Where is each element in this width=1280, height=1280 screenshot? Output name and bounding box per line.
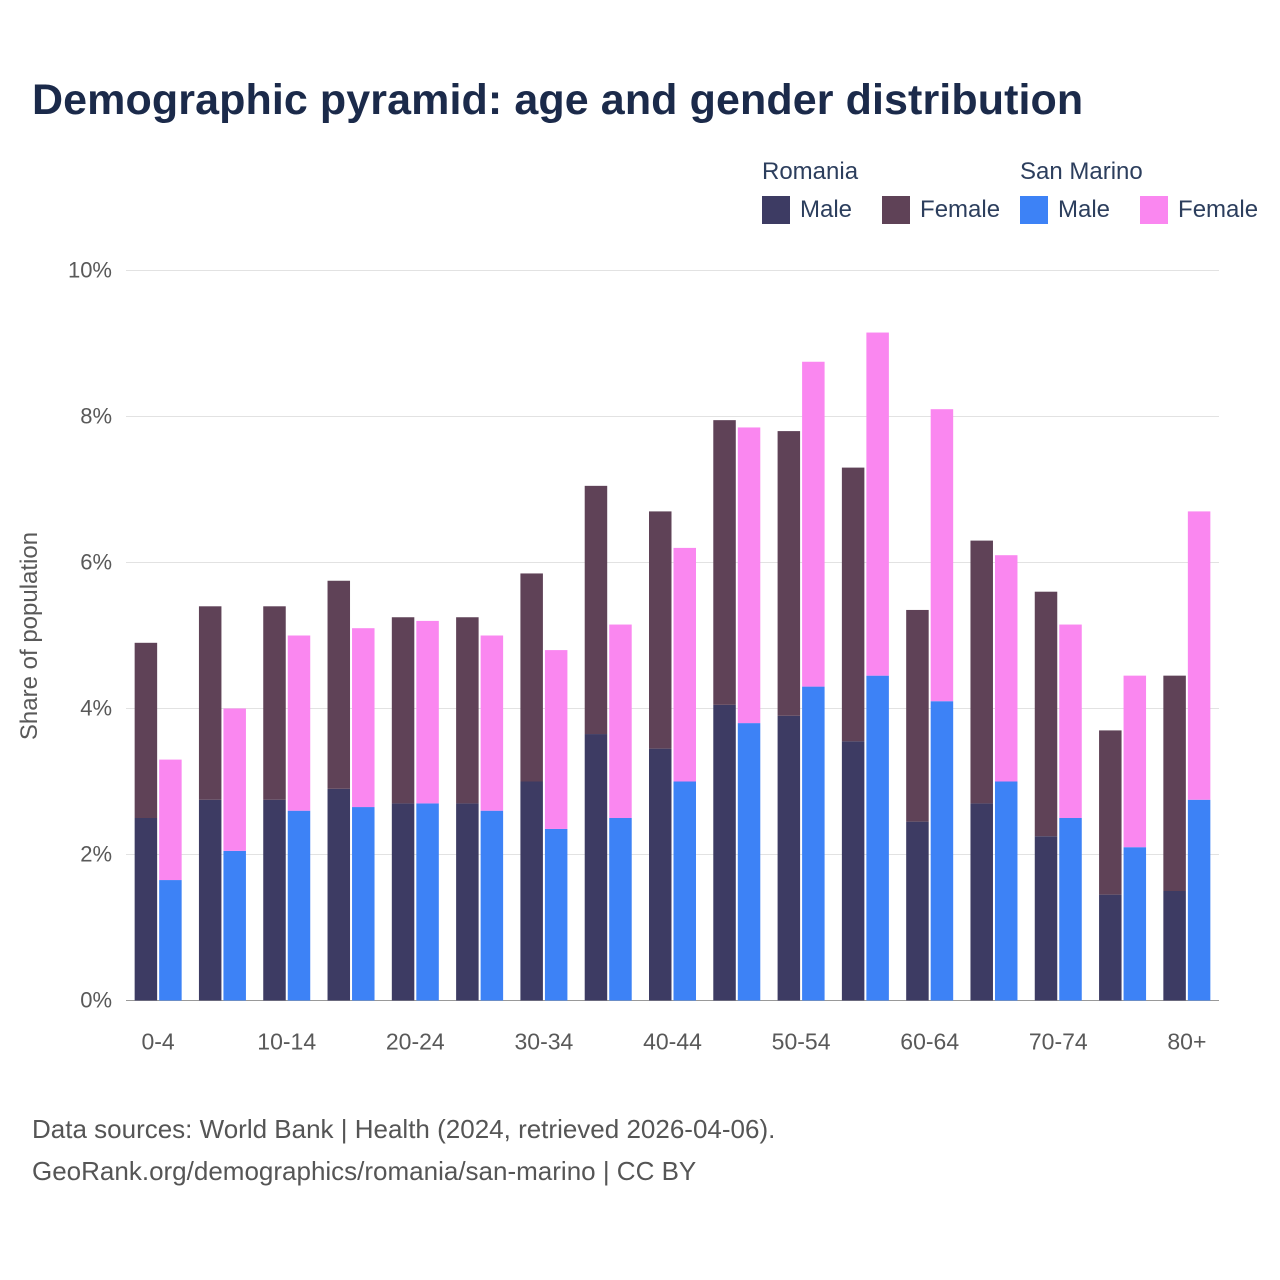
svg-text:10-14: 10-14 (257, 1029, 316, 1055)
svg-text:50-54: 50-54 (772, 1029, 831, 1055)
svg-text:80+: 80+ (1167, 1029, 1206, 1055)
svg-text:70-74: 70-74 (1029, 1029, 1088, 1055)
svg-text:60-64: 60-64 (900, 1029, 959, 1055)
svg-text:20-24: 20-24 (386, 1029, 445, 1055)
svg-text:6%: 6% (80, 550, 112, 575)
svg-text:10%: 10% (68, 258, 112, 283)
svg-text:30-34: 30-34 (514, 1029, 573, 1055)
svg-text:40-44: 40-44 (643, 1029, 702, 1055)
svg-text:8%: 8% (80, 404, 112, 429)
svg-text:0-4: 0-4 (141, 1029, 174, 1055)
svg-text:4%: 4% (80, 696, 112, 721)
svg-text:2%: 2% (80, 842, 112, 867)
svg-text:0%: 0% (80, 988, 112, 1013)
svg-text:Share of population: Share of population (16, 532, 43, 740)
